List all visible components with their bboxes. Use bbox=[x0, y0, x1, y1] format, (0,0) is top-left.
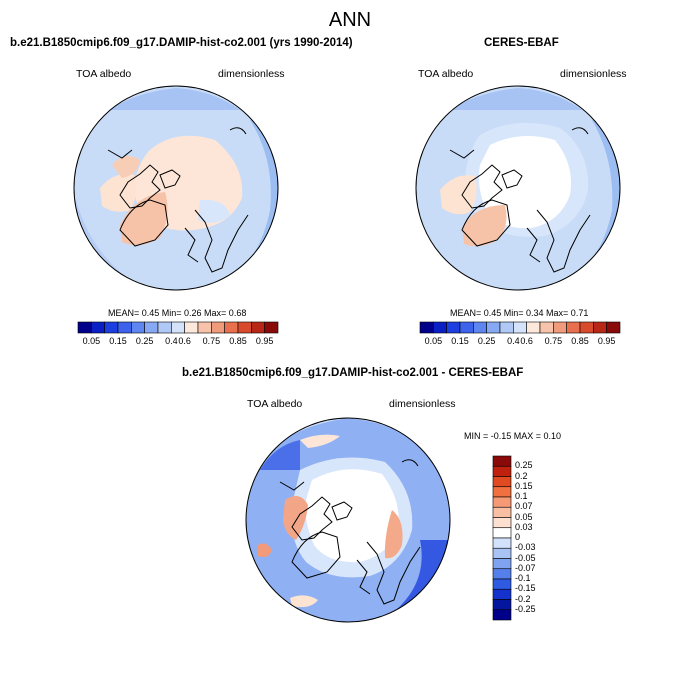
diff-colorbar-tick-label: 0 bbox=[515, 532, 521, 542]
model-colorbar-tick-label: 0.6 bbox=[178, 336, 191, 346]
diff-colorbar-swatch bbox=[492, 455, 512, 467]
model-stats: MEAN= 0.45 Min= 0.26 Max= 0.68 bbox=[108, 308, 247, 318]
diff-colorbar-swatch bbox=[492, 476, 512, 488]
diff-colorbar-swatch bbox=[492, 609, 512, 621]
diff-colorbar-tick-label: -0.07 bbox=[515, 562, 536, 573]
diff-colorbar-tick-label: 0.15 bbox=[515, 480, 533, 491]
obs-left-label: TOA albedo bbox=[418, 68, 474, 80]
obs-right-label: dimensionless bbox=[560, 68, 627, 80]
model-colorbar-swatch bbox=[264, 321, 279, 334]
diff-left-label: TOA albedo bbox=[247, 398, 303, 410]
diff-stats: MIN = -0.15 MAX = 0.10 bbox=[464, 431, 562, 441]
page-title: ANN bbox=[328, 9, 372, 31]
obs-colorbar-tick-label: 0.95 bbox=[597, 336, 616, 346]
diff-colorbar-swatch bbox=[492, 578, 512, 590]
diff-colorbar-swatch bbox=[492, 568, 512, 580]
obs-colorbar-tick-label: 0.4 bbox=[507, 336, 520, 346]
diff-colorbar-tick-label: -0.2 bbox=[515, 593, 531, 604]
model-colorbar-tick-label: 0.15 bbox=[109, 336, 127, 346]
diff-colorbar-tick-label: -0.15 bbox=[515, 583, 536, 594]
diff-colorbar-tick-label: 0.25 bbox=[515, 460, 533, 471]
model-colorbar-tick-label: 0.85 bbox=[229, 336, 247, 346]
diff-colorbar-swatch bbox=[492, 486, 512, 498]
obs-colorbar-tick-label: 0.75 bbox=[544, 336, 563, 346]
diff-colorbar-swatch bbox=[492, 496, 512, 508]
obs-colorbar-tick-label: 0.85 bbox=[571, 336, 589, 346]
obs-colorbar-tick-label: 0.15 bbox=[451, 336, 469, 346]
diff-colorbar-tick-label: -0.25 bbox=[515, 603, 536, 614]
obs-colorbar-tick-label: 0.25 bbox=[477, 336, 496, 346]
diff-colorbar-tick-label: -0.05 bbox=[515, 552, 536, 563]
diff-colorbar-tick-label: 0.05 bbox=[515, 511, 533, 522]
diff-colorbar-tick-label: 0.1 bbox=[515, 491, 528, 501]
model-colorbar-tick-label: 0.05 bbox=[82, 336, 101, 346]
diff-colorbar-swatch bbox=[492, 599, 512, 611]
model-colorbar-tick-label: 0.75 bbox=[202, 336, 221, 346]
obs-panel-header: CERES-EBAF bbox=[484, 37, 559, 49]
obs-colorbar-tick-label: 0.6 bbox=[520, 336, 533, 346]
diff-colorbar-swatch bbox=[492, 558, 512, 570]
model-panel-header: b.e21.B1850cmip6.f09_g17.DAMIP-hist-co2.… bbox=[10, 37, 353, 49]
diff-colorbar-tick-label: -0.03 bbox=[515, 542, 536, 553]
diff-colorbar-swatch bbox=[492, 527, 512, 539]
model-colorbar-tick-label: 0.4 bbox=[165, 336, 178, 346]
diff-colorbar-tick-label: 0.03 bbox=[515, 521, 533, 532]
diff-panel-header: b.e21.B1850cmip6.f09_g17.DAMIP-hist-co2.… bbox=[182, 367, 524, 379]
model-colorbar-tick-label: 0.25 bbox=[135, 336, 154, 346]
model-right-label: dimensionless bbox=[218, 68, 285, 80]
diff-colorbar-swatch bbox=[492, 547, 512, 559]
diff-colorbar-tick-label: -0.1 bbox=[515, 573, 531, 583]
diff-colorbar-swatch bbox=[492, 588, 512, 600]
obs-colorbar-tick-label: 0.05 bbox=[424, 336, 443, 346]
diff-colorbar-swatch bbox=[492, 517, 512, 529]
obs-colorbar-swatch bbox=[606, 321, 621, 334]
diff-colorbar-swatch bbox=[492, 465, 512, 477]
diff-colorbar-swatch bbox=[492, 537, 512, 549]
diff-right-label: dimensionless bbox=[389, 398, 456, 410]
obs-stats: MEAN= 0.45 Min= 0.34 Max= 0.71 bbox=[450, 308, 589, 318]
model-left-label: TOA albedo bbox=[76, 68, 132, 80]
diff-colorbar-tick-label: 0.07 bbox=[515, 501, 533, 512]
diff-colorbar-tick-label: 0.2 bbox=[515, 470, 528, 481]
diff-colorbar-swatch bbox=[492, 506, 512, 518]
model-colorbar-tick-label: 0.95 bbox=[255, 336, 274, 346]
